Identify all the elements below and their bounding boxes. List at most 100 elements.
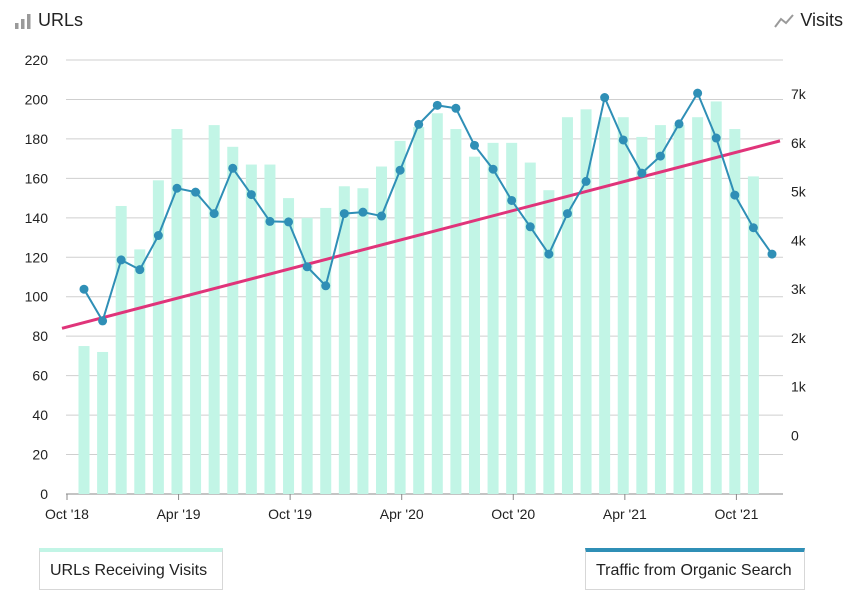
bar — [134, 249, 146, 494]
right-axis-label: Visits — [800, 10, 843, 30]
traffic-point — [395, 165, 405, 175]
traffic-line — [83, 90, 773, 324]
bar — [654, 125, 666, 494]
y-left-tick-label: 100 — [25, 289, 49, 305]
y-left-tick-label: 200 — [25, 91, 49, 107]
left-axis-label: URLs — [38, 10, 84, 30]
traffic-point — [172, 183, 182, 193]
traffic-point — [637, 168, 647, 178]
right-axis-title: Visits — [774, 10, 843, 31]
y-right-tick-label: 4k — [791, 232, 807, 248]
combo-chart: 0 20 40 60 80 100 120 140 160 180 200 220 0 1k 2k 3k 4k 5… — [25, 52, 807, 522]
bar — [301, 217, 313, 494]
y-left-tick-label: 40 — [32, 407, 48, 423]
legend-item-traffic[interactable]: Traffic from Organic Search — [585, 548, 805, 590]
trend-line-layer — [61, 139, 781, 330]
bar — [747, 176, 759, 494]
traffic-point — [711, 133, 721, 143]
traffic-point — [321, 281, 331, 291]
bar — [431, 113, 443, 494]
traffic-point — [655, 151, 665, 161]
bar — [692, 117, 704, 494]
legend-label-urls: URLs Receiving Visits — [50, 561, 208, 579]
x-tick-label: Apr '20 — [380, 506, 424, 522]
bar — [320, 207, 332, 495]
bar — [487, 142, 499, 494]
bar — [264, 164, 276, 494]
left-axis-title: URLs — [14, 10, 83, 31]
bar — [468, 156, 480, 494]
bar — [283, 198, 295, 494]
y-left-tick-label: 180 — [25, 131, 49, 147]
bar — [413, 127, 425, 494]
traffic-point — [674, 119, 684, 129]
axis-ticks: 0 20 40 60 80 100 120 140 160 180 200 220 0 1k 2k 3k 4k 5… — [25, 52, 807, 522]
bar — [97, 351, 109, 494]
bar — [636, 136, 648, 494]
traffic-point — [693, 88, 703, 98]
traffic-point — [562, 209, 572, 219]
y-left-tick-label: 120 — [25, 249, 49, 265]
y-right-tick-label: 6k — [791, 135, 807, 151]
traffic-point — [767, 249, 777, 259]
y-left-tick-label: 160 — [25, 170, 49, 186]
bar — [338, 186, 350, 494]
y-left-tick-label: 140 — [25, 210, 49, 226]
traffic-point — [135, 265, 145, 275]
traffic-point — [209, 209, 219, 219]
bar — [580, 109, 592, 495]
bar — [152, 180, 164, 494]
traffic-point — [748, 223, 758, 233]
traffic-point — [153, 231, 163, 241]
bar — [524, 162, 536, 494]
bar — [171, 129, 183, 494]
bar — [710, 101, 722, 494]
y-left-tick-label: 20 — [32, 447, 48, 463]
legend-item-urls[interactable]: URLs Receiving Visits — [39, 548, 223, 590]
y-right-tick-label: 5k — [791, 184, 807, 200]
bar — [729, 129, 741, 494]
y-left-tick-label: 60 — [32, 368, 48, 384]
x-tick-label: Oct '18 — [45, 506, 89, 522]
x-tick-label: Apr '21 — [603, 506, 647, 522]
traffic-point — [451, 103, 461, 113]
y-right-tick-label: 3k — [791, 281, 807, 297]
bar — [190, 190, 202, 494]
bar — [599, 117, 611, 494]
bar — [208, 125, 220, 494]
bar — [357, 188, 369, 494]
bar — [561, 117, 573, 494]
traffic-point — [469, 140, 479, 150]
bar — [617, 117, 629, 494]
y-right-tick-label: 0 — [791, 427, 799, 443]
traffic-point — [544, 249, 554, 259]
line-chart-icon — [774, 13, 795, 28]
bar — [394, 140, 406, 494]
traffic-point — [432, 100, 442, 110]
traffic-point — [116, 255, 126, 265]
bar — [227, 146, 239, 495]
traffic-point — [339, 209, 349, 219]
traffic-point — [525, 222, 535, 232]
line-series-traffic — [79, 88, 777, 326]
bar — [115, 205, 127, 494]
bar — [673, 125, 685, 494]
traffic-point — [414, 119, 424, 129]
trend-line — [61, 139, 781, 330]
traffic-point — [488, 164, 498, 174]
bar — [78, 346, 90, 494]
bar — [376, 166, 388, 494]
traffic-point — [358, 207, 368, 217]
bar — [450, 129, 462, 494]
bar — [506, 142, 518, 494]
traffic-point — [228, 163, 238, 173]
bar — [245, 164, 257, 494]
traffic-point — [507, 195, 517, 205]
traffic-point — [79, 284, 89, 294]
traffic-point — [581, 176, 591, 186]
x-tick-label: Oct '19 — [268, 506, 312, 522]
y-left-tick-label: 0 — [40, 486, 48, 502]
legend-label-traffic: Traffic from Organic Search — [596, 561, 792, 579]
bar-series-urls — [78, 101, 759, 495]
traffic-point — [191, 187, 201, 197]
